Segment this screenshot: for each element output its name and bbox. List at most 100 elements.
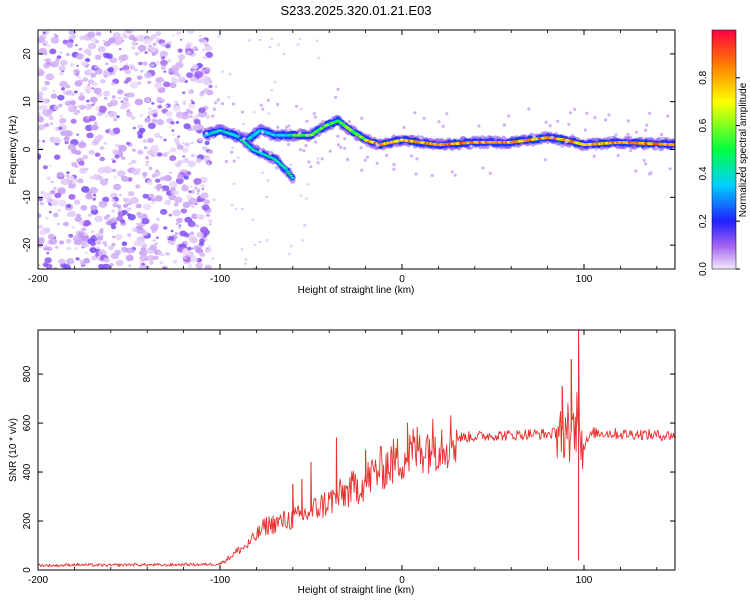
colorbar-gradient xyxy=(711,29,737,270)
spectrogram-noise-blob xyxy=(56,55,62,60)
spectrogram-noise-blob xyxy=(282,52,286,56)
spectrogram-noise-blob xyxy=(154,132,161,138)
spectrogram-noise-blob xyxy=(163,81,171,88)
spectrogram-noise-blob xyxy=(128,162,133,166)
spectrogram-noise-blob xyxy=(114,154,120,159)
spectrogram-scatter-dot xyxy=(422,116,426,120)
spectrogram-noise-blob xyxy=(104,115,108,118)
x-tick-label: -100 xyxy=(210,274,230,285)
spectrogram-noise-blob xyxy=(76,133,79,136)
spectrogram-noise-blob xyxy=(186,108,191,113)
spectrogram-noise-blob xyxy=(38,112,41,116)
spectrogram-noise-blob xyxy=(121,210,128,215)
spectrogram-noise-blob xyxy=(112,235,116,239)
spectrogram-noise-blob xyxy=(50,37,60,44)
spectrogram-scatter-dot xyxy=(543,158,547,162)
spectrogram-noise-blob xyxy=(261,171,265,174)
spectrogram-noise-blob xyxy=(66,212,73,217)
snr-ylabel: SNR (10 * v/v) xyxy=(8,418,19,482)
spectrogram-noise-blob xyxy=(163,138,167,142)
spectrogram-scatter-dot xyxy=(548,124,552,128)
spectrogram-noise-blob xyxy=(193,123,202,131)
spectrogram-scatter-dot xyxy=(481,166,485,170)
spectrogram-noise-blob xyxy=(40,190,45,195)
spectrogram-noise-blob xyxy=(236,156,240,159)
spectrogram-noise-blob xyxy=(127,191,135,197)
spectrogram-noise-blob xyxy=(156,236,159,239)
spectrogram-noise-blob xyxy=(153,255,159,260)
spectrogram-scatter-dot xyxy=(450,170,454,174)
spectrogram-noise-blob xyxy=(54,245,59,249)
spectrogram-noise-blob xyxy=(53,212,59,218)
spectrogram-noise-blob xyxy=(188,89,195,95)
spectrogram-noise-blob xyxy=(58,103,63,108)
spectrogram-noise-blob xyxy=(252,111,256,114)
spectrogram-scatter-dot xyxy=(643,128,648,132)
spectrogram-noise-blob xyxy=(196,192,200,196)
spectrogram-noise-blob xyxy=(63,130,73,137)
spectrogram-noise-blob xyxy=(97,167,106,174)
spectrogram-noise-blob xyxy=(195,158,202,164)
spectrogram-noise-blob xyxy=(49,238,58,245)
spectrogram-noise-blob xyxy=(196,190,200,193)
spectrogram-noise-blob xyxy=(92,193,97,197)
spectrogram-noise-blob xyxy=(162,266,167,269)
spectrogram-noise-blob xyxy=(186,72,194,78)
spectrogram-scatter-dot xyxy=(276,125,280,129)
spectrogram-noise-blob xyxy=(60,59,68,66)
spectrogram-noise-blob xyxy=(189,189,196,194)
spectrogram-scatter-dot xyxy=(268,152,272,156)
spectrogram-noise-blob xyxy=(59,72,64,76)
spectrogram-noise-blob xyxy=(86,68,93,74)
spectrogram-scatter-dot xyxy=(453,173,457,177)
spectrogram-noise-blob xyxy=(157,251,163,256)
spectrogram-noise-blob xyxy=(66,171,70,175)
spectrogram-noise-blob xyxy=(97,111,103,117)
spectrogram-noise-blob xyxy=(195,247,203,254)
y-tick-label: -20 xyxy=(22,237,33,252)
spectrogram-noise-blob xyxy=(89,187,98,194)
chart-title: S233.2025.320.01.21.E03 xyxy=(280,3,431,18)
spectrogram-noise-blob xyxy=(117,207,122,212)
spectrogram-noise-blob xyxy=(94,65,98,69)
spectrogram-noise-blob xyxy=(136,222,139,226)
spectrogram-noise-blob xyxy=(206,213,210,217)
spectrogram-noise-blob xyxy=(182,91,186,94)
spectrogram-noise-blob xyxy=(46,252,50,255)
spectrogram-scatter-dot xyxy=(339,145,343,149)
spectrogram-ridge-core xyxy=(244,143,249,146)
spectrogram-noise-blob xyxy=(78,47,83,51)
spectrogram-scatter-dot xyxy=(232,159,236,163)
spectrogram-noise-blob xyxy=(138,81,143,86)
spectrogram-noise-blob xyxy=(190,256,198,263)
spectrogram-noise-blob xyxy=(244,258,248,261)
spectrogram-noise-blob xyxy=(184,142,190,147)
spectrogram-noise-blob xyxy=(80,205,88,211)
spectrogram-noise-blob xyxy=(114,143,120,148)
spectrogram-ridge-core xyxy=(282,166,287,169)
spectrogram-noise-blob xyxy=(99,178,109,186)
spectrogram-noise-blob xyxy=(111,242,116,247)
spectrogram-noise-blob xyxy=(59,240,65,245)
spectrogram-scatter-dot xyxy=(654,146,658,150)
spectrogram-noise-blob xyxy=(82,77,89,82)
spectrogram-noise-blob xyxy=(43,59,46,62)
y-tick-label: 800 xyxy=(22,365,33,382)
spectrogram-noise-blob xyxy=(187,160,196,168)
spectrogram-noise-blob xyxy=(175,111,185,119)
spectrogram-noise-blob xyxy=(113,183,122,191)
spectrogram-noise-blob xyxy=(85,124,93,132)
spectrogram-noise-blob xyxy=(205,45,213,52)
spectrogram-noise-blob xyxy=(170,190,176,195)
spectrogram-noise-blob xyxy=(108,245,114,251)
spectrogram-noise-blob xyxy=(46,176,52,181)
spectrogram-noise-blob xyxy=(148,193,155,199)
spectrogram-noise-blob xyxy=(231,146,235,149)
spectrogram-scatter-dot xyxy=(418,136,422,140)
spectrogram-noise-blob xyxy=(179,59,183,63)
spectrogram-noise-blob xyxy=(114,203,118,206)
spectrogram-noise-blob xyxy=(199,226,209,234)
spectrogram-noise-blob xyxy=(50,189,56,194)
spectrogram-noise-blob xyxy=(315,39,319,42)
spectrogram-scatter-dot xyxy=(365,155,370,159)
